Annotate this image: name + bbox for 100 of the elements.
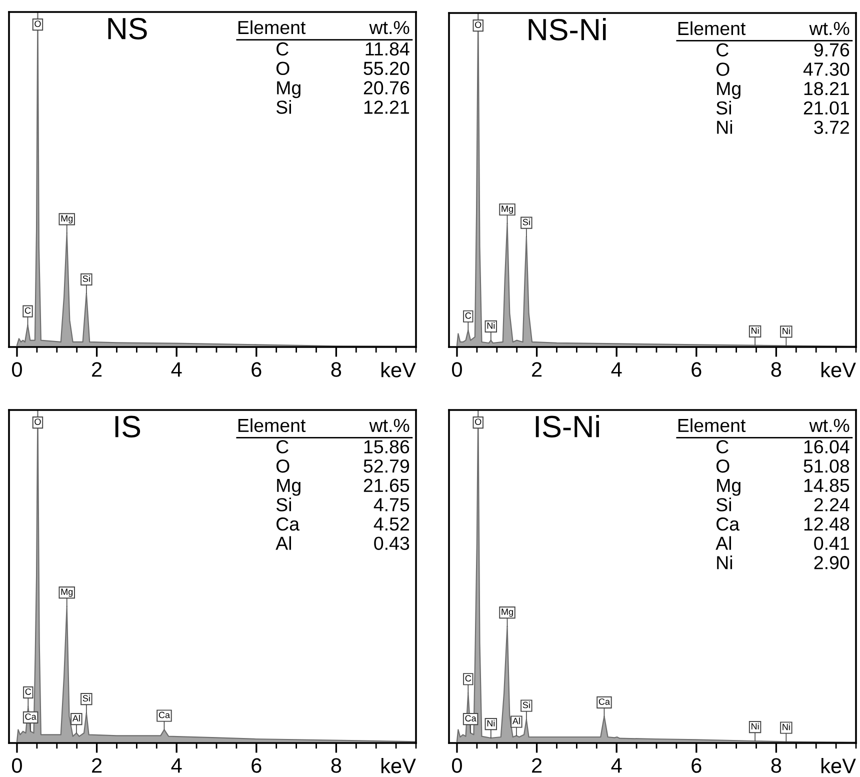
annotation: 9.76 (814, 43, 850, 56)
annotation: Element (678, 418, 746, 432)
chart-title: NS-Ni (528, 18, 606, 40)
annotation: O (276, 459, 290, 473)
annotation: Ni (717, 120, 732, 134)
annotation: 12.21 (364, 100, 409, 114)
annotation: 4.52 (374, 517, 409, 531)
annotation: O (475, 22, 482, 28)
annotation: Ca (598, 698, 610, 705)
annotation: Si (522, 218, 530, 226)
x-tick-label: 2 (92, 362, 102, 377)
chart-title: IS-Ni (536, 414, 599, 438)
annotation: Ca (25, 713, 36, 720)
chart-title: IS (115, 416, 140, 438)
annotation: C (465, 312, 472, 319)
x-tick-label: 0 (452, 758, 462, 773)
annotation: 21.01 (804, 101, 849, 115)
annotation: C (716, 43, 728, 56)
annotation: Element (238, 418, 306, 432)
annotation: Ca (716, 517, 740, 531)
x-tick-label: 2 (92, 758, 102, 773)
annotation: 0.41 (814, 536, 849, 550)
annotation: Mg (502, 206, 513, 214)
annotation: Mg (502, 608, 513, 617)
x-tick-label: 6 (252, 758, 262, 773)
annotation: Ni (717, 556, 732, 570)
annotation: Al (512, 718, 520, 724)
x-tick-label: 0 (12, 758, 22, 773)
annotation: 14.85 (804, 478, 850, 492)
annotation: Ni (752, 327, 759, 334)
annotation: 12.48 (804, 517, 850, 531)
annotation: Ni (487, 322, 495, 329)
annotation: C (276, 440, 288, 454)
annotation: C (716, 440, 728, 454)
annotation: wt.% (809, 22, 850, 36)
x-tick-label: 0 (452, 362, 462, 377)
annotation: wt.% (369, 418, 410, 432)
x-axis-title: keV (822, 758, 856, 774)
annotation: Ca (465, 715, 476, 722)
annotation: Si (716, 498, 731, 512)
annotation: Si (716, 100, 731, 115)
annotation: Mg (277, 478, 300, 496)
annotation: 47.30 (803, 62, 850, 76)
annotation: Ca (158, 712, 170, 718)
annotation: C (25, 688, 32, 695)
annotation: Ni (752, 722, 759, 730)
x-tick-label: 8 (771, 362, 782, 377)
annotation: 2.24 (814, 498, 850, 512)
annotation: 51.08 (804, 459, 850, 473)
x-tick-label: 6 (692, 362, 702, 377)
annotation: Si (82, 694, 90, 702)
x-axis-title: keV (382, 362, 416, 378)
x-tick-label: 4 (611, 362, 622, 377)
annotation: O (475, 418, 482, 425)
x-tick-label: 8 (771, 758, 782, 773)
annotation: C (24, 307, 31, 314)
annotation: O (276, 62, 290, 76)
annotation: Mg (717, 82, 740, 99)
annotation: Element (678, 21, 746, 36)
annotation: O (34, 418, 41, 425)
annotation: 20.76 (364, 81, 410, 94)
annotation: Mg (61, 215, 73, 224)
annotation: 16.04 (804, 440, 850, 454)
annotation: Si (276, 498, 291, 512)
annotation: C (465, 675, 472, 682)
annotation: C (276, 42, 288, 56)
chart-title: NS (108, 18, 147, 40)
annotation: Element (238, 20, 306, 34)
annotation: Al (72, 714, 80, 722)
x-axis-title: keV (382, 758, 416, 774)
x-tick-label: 4 (611, 758, 622, 773)
annotation: Ni (487, 720, 495, 726)
x-axis-title: keV (822, 362, 856, 378)
annotation: 4.75 (374, 498, 410, 512)
annotation: 0.43 (374, 536, 410, 550)
annotation: wt.% (809, 418, 850, 432)
annotation: Mg (717, 478, 740, 496)
x-tick-label: 4 (171, 758, 182, 773)
x-tick-label: 6 (252, 362, 262, 377)
annotation: 21.65 (364, 478, 410, 492)
annotation: 18.21 (804, 82, 849, 96)
annotation: 55.20 (364, 62, 410, 76)
annotation: Ni (782, 328, 790, 334)
annotation: Si (522, 702, 530, 708)
annotation: 2.90 (814, 556, 850, 570)
annotation: Si (276, 100, 291, 114)
annotation: wt.% (369, 20, 410, 34)
annotation: 52.79 (364, 459, 410, 473)
annotation: Ni (782, 724, 790, 730)
x-tick-label: 2 (532, 758, 542, 773)
x-tick-label: 4 (171, 362, 182, 377)
annotation: Al (716, 536, 732, 550)
annotation: 15.86 (364, 440, 410, 454)
annotation: Mg (277, 81, 300, 98)
annotation: Mg (61, 588, 73, 597)
annotation: 11.84 (366, 42, 410, 56)
annotation: 3.72 (814, 120, 849, 134)
x-tick-label: 2 (532, 362, 542, 377)
annotation: O (34, 20, 41, 28)
annotation: Ca (276, 517, 300, 531)
